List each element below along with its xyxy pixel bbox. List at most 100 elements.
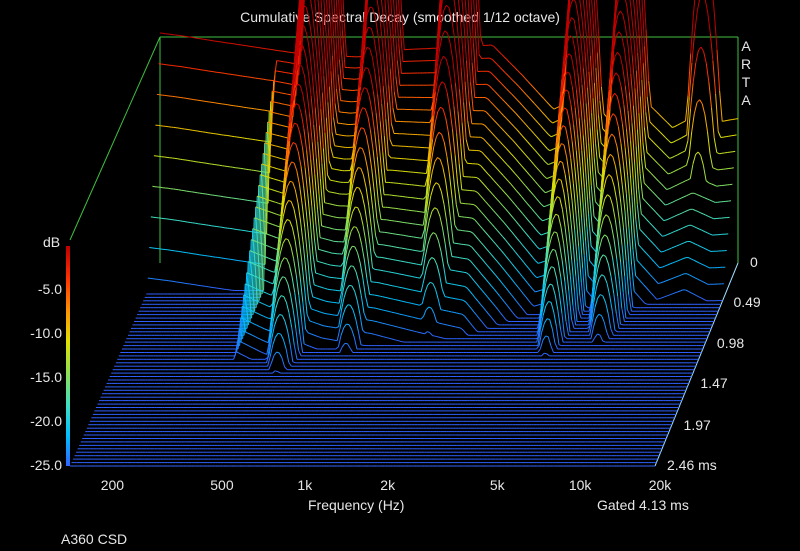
slice-segment xyxy=(468,305,472,309)
slice-segment xyxy=(574,167,578,198)
slice-segment xyxy=(278,179,282,182)
slice-segment xyxy=(531,100,535,104)
slice-segment xyxy=(308,238,312,270)
slice-segment xyxy=(425,183,429,209)
slice-segment xyxy=(419,332,423,334)
slice-segment xyxy=(548,134,552,138)
slice-segment xyxy=(257,276,261,279)
slice-segment xyxy=(450,152,455,178)
slice-segment xyxy=(712,60,717,95)
slice-segment xyxy=(399,28,404,62)
slice-segment xyxy=(664,234,668,237)
slice-segment xyxy=(295,38,299,86)
slice-segment xyxy=(475,205,480,210)
slice-segment xyxy=(293,46,298,69)
slice-segment xyxy=(292,182,296,190)
slice-segment xyxy=(301,0,305,51)
slice-segment xyxy=(660,132,664,136)
slice-segment xyxy=(317,298,321,300)
slice-segment xyxy=(594,244,599,266)
slice-segment xyxy=(436,264,441,276)
slice-segment xyxy=(507,134,511,138)
slice-segment xyxy=(632,178,637,220)
slice-segment xyxy=(507,242,511,247)
slice-segment xyxy=(599,187,603,211)
slice-segment xyxy=(526,171,530,176)
slice-segment xyxy=(670,141,674,144)
slice-segment xyxy=(268,257,271,260)
slice-segment xyxy=(328,160,333,169)
slice-segment xyxy=(676,183,681,186)
slice-segment xyxy=(686,194,690,197)
slice-segment xyxy=(556,232,560,244)
slice-segment xyxy=(342,278,346,293)
slice-segment xyxy=(304,227,308,256)
slice-segment xyxy=(272,224,276,226)
slice-segment xyxy=(702,165,707,181)
slice-segment xyxy=(505,117,510,122)
slice-segment xyxy=(643,284,647,288)
slice-segment xyxy=(439,159,444,168)
slice-segment xyxy=(379,185,383,208)
slice-segment xyxy=(603,113,607,118)
slice-segment xyxy=(424,331,428,335)
slice-segment xyxy=(689,164,694,179)
slice-segment xyxy=(347,265,352,271)
slice-segment xyxy=(321,225,325,228)
slice-segment xyxy=(601,198,606,210)
slice-segment xyxy=(544,145,548,149)
slice-segment xyxy=(631,195,635,235)
slice-segment xyxy=(451,311,455,313)
slice-segment xyxy=(690,258,695,261)
slice-segment xyxy=(694,243,699,246)
slice-segment xyxy=(369,186,374,210)
slice-segment xyxy=(381,103,385,136)
slice-segment xyxy=(617,296,621,325)
slice-segment xyxy=(642,142,647,168)
slice-segment xyxy=(358,187,363,195)
slice-segment xyxy=(611,92,616,99)
slice-segment xyxy=(534,180,538,185)
slice-segment xyxy=(512,217,517,222)
slice-segment xyxy=(312,254,317,274)
slice-segment xyxy=(418,318,422,320)
slice-segment xyxy=(321,163,326,203)
slice-segment xyxy=(383,309,387,312)
slice-segment xyxy=(484,97,489,100)
slice-segment xyxy=(708,249,712,252)
slice-segment xyxy=(350,162,354,186)
slice-segment xyxy=(369,244,373,268)
slice-segment xyxy=(255,185,260,308)
slice-segment xyxy=(524,279,528,284)
slice-segment xyxy=(576,33,580,57)
slice-segment xyxy=(561,77,565,92)
slice-segment xyxy=(333,0,336,25)
slice-segment xyxy=(338,291,343,304)
slice-segment xyxy=(427,235,431,245)
slice-segment xyxy=(364,0,367,12)
slice-segment xyxy=(334,168,337,171)
slice-segment xyxy=(360,213,364,226)
slice-segment xyxy=(634,88,638,130)
slice-segment xyxy=(331,228,335,230)
slice-segment xyxy=(512,311,516,316)
slice-segment xyxy=(687,53,692,96)
slice-segment xyxy=(301,0,304,26)
slice-segment xyxy=(620,202,624,228)
slice-segment xyxy=(269,143,273,146)
slice-segment xyxy=(446,92,451,109)
slice-segment xyxy=(471,62,476,98)
slice-segment xyxy=(515,190,520,194)
slice-segment xyxy=(623,166,627,194)
slice-segment xyxy=(601,274,605,277)
slice-segment xyxy=(633,0,636,18)
slice-segment xyxy=(386,310,390,312)
slice-segment xyxy=(615,313,620,329)
slice-segment xyxy=(564,226,569,249)
slice-segment xyxy=(303,4,307,8)
slice-segment xyxy=(484,262,488,267)
slice-segment xyxy=(482,198,486,202)
slice-segment xyxy=(381,257,385,259)
slice-segment xyxy=(301,203,306,228)
slice-segment xyxy=(350,192,355,204)
